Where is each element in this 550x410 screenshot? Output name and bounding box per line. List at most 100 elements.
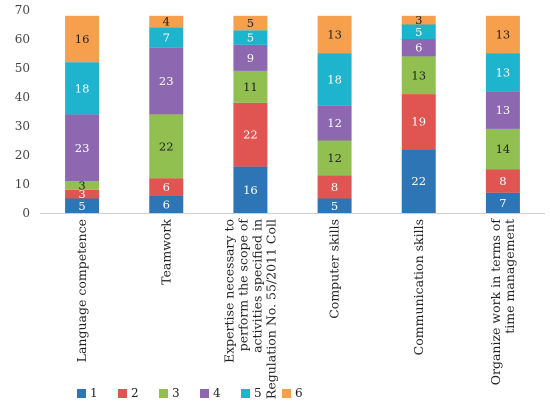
- category-label-line: Communication skills: [411, 219, 426, 355]
- legend-swatch: [200, 389, 209, 398]
- category-label-line: Teamwork: [158, 219, 173, 285]
- category-label-line: Expertise necessary to: [221, 219, 236, 363]
- data-label: 7: [499, 196, 506, 210]
- bar-segment-series-6: [233, 15, 268, 31]
- legend-label: 3: [172, 386, 180, 400]
- data-label: 7: [163, 31, 170, 45]
- data-label: 5: [247, 31, 254, 45]
- data-label: 5: [247, 16, 254, 30]
- y-tick-label: 0: [22, 206, 30, 220]
- data-label: 6: [163, 197, 170, 211]
- bar-segment-series-1: [401, 149, 436, 213]
- data-label: 11: [243, 80, 258, 94]
- bar-segment-series-5: [401, 24, 436, 39]
- legend-label: 2: [131, 386, 139, 400]
- legend-swatch: [118, 389, 127, 398]
- bar-segment-series-1: [149, 195, 184, 213]
- bar-segment-series-4: [317, 105, 352, 141]
- category-label-line: Organize work in terms of: [488, 218, 503, 386]
- data-label: 16: [75, 32, 90, 46]
- y-tick-label: 10: [15, 177, 30, 191]
- bar-segment-series-4: [485, 91, 520, 129]
- data-label: 5: [78, 199, 85, 213]
- category-label: Computer skills: [327, 219, 342, 319]
- data-label: 22: [243, 128, 258, 142]
- category-label: Organize work in terms of time management: [488, 218, 517, 386]
- data-label: 18: [75, 81, 90, 95]
- bar-segment-series-5: [317, 53, 352, 106]
- data-label: 8: [499, 174, 506, 188]
- bar-segment-series-4: [233, 44, 268, 71]
- data-label: 13: [327, 28, 342, 42]
- category-label-line: Regulation No. 55/2011 Coll: [263, 219, 278, 399]
- bar-segment-series-6: [485, 15, 520, 54]
- data-label: 3: [78, 187, 85, 201]
- bar-segment-series-4: [149, 47, 184, 115]
- y-tick-label: 60: [15, 32, 30, 46]
- data-label: 5: [331, 199, 338, 213]
- bar-segment-series-5: [65, 62, 100, 115]
- data-label: 12: [327, 151, 342, 165]
- data-label: 13: [411, 68, 426, 82]
- bar-segment-series-3: [317, 140, 352, 176]
- data-label: 5: [415, 25, 422, 39]
- data-label: 22: [159, 139, 174, 153]
- data-label: 12: [327, 116, 342, 130]
- y-tick-label: 70: [15, 3, 30, 17]
- data-label: 14: [496, 142, 511, 156]
- bar-segment-series-1: [485, 192, 520, 213]
- x-axis: Language competence Teamwork Expertise nec…: [40, 213, 545, 399]
- bars: 5332318166622237416221195558121218132219…: [65, 13, 520, 213]
- bar-segment-series-2: [65, 189, 100, 199]
- y-tick-label: 50: [15, 61, 30, 75]
- legend-label: 1: [90, 386, 98, 400]
- bar-segment-series-6: [65, 15, 100, 63]
- data-label: 22: [411, 174, 426, 188]
- y-axis: 0 10 20 30 40 50 60 70: [15, 3, 30, 220]
- y-tick-label: 40: [15, 90, 30, 104]
- bar-segment-series-3: [65, 181, 100, 190]
- category-label-line: Language competence: [74, 219, 89, 362]
- bar-segment-series-2: [233, 102, 268, 167]
- data-label: 9: [247, 51, 254, 65]
- bar-segment-series-1: [317, 198, 352, 213]
- legend-swatch: [159, 389, 168, 398]
- category-label-line: perform the scope of: [235, 218, 250, 352]
- data-label: 6: [415, 41, 422, 55]
- legend-label: 6: [295, 386, 303, 400]
- legend-swatch: [241, 389, 250, 398]
- legend-label: 4: [213, 386, 221, 400]
- category-label: Expertise necessary to perform the scope …: [221, 218, 278, 399]
- legend: 1 2 3 4 5 6: [77, 386, 303, 400]
- data-label: 23: [75, 141, 90, 155]
- bar-segment-series-6: [149, 15, 184, 28]
- bar-segment-series-2: [485, 169, 520, 193]
- data-label: 13: [496, 65, 511, 79]
- category-label: Language competence: [74, 219, 89, 362]
- bar-segment-series-3: [233, 70, 268, 103]
- data-label: 8: [331, 180, 338, 194]
- legend-swatch: [77, 389, 86, 398]
- y-tick-label: 30: [15, 119, 30, 133]
- data-label: 3: [78, 178, 85, 192]
- data-label: 19: [411, 115, 426, 129]
- bar-segment-series-5: [149, 27, 184, 48]
- bar-segment-series-5: [233, 30, 268, 45]
- category-label-line: Computer skills: [327, 219, 342, 319]
- data-label: 16: [243, 183, 258, 197]
- data-label: 23: [159, 74, 174, 88]
- category-label-line: activities specified in: [249, 219, 264, 353]
- bar-segment-series-3: [485, 128, 520, 170]
- bar-segment-series-1: [233, 166, 268, 213]
- bar-segment-series-6: [401, 15, 436, 25]
- bar-segment-series-4: [65, 114, 100, 182]
- data-label: 13: [496, 103, 511, 117]
- bar-segment-series-5: [485, 53, 520, 92]
- data-label: 3: [415, 13, 422, 27]
- bar-segment-series-2: [149, 178, 184, 196]
- data-label: 13: [496, 28, 511, 42]
- data-label: 18: [327, 73, 342, 87]
- bar-segment-series-1: [65, 198, 100, 213]
- category-label: Communication skills: [411, 219, 426, 355]
